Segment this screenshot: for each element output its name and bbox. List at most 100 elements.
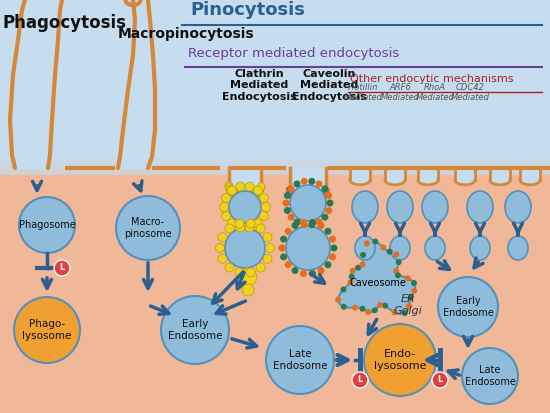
Bar	[0, 188, 550, 190]
Circle shape	[324, 261, 332, 268]
Circle shape	[331, 244, 338, 252]
Circle shape	[284, 261, 292, 268]
Circle shape	[411, 288, 417, 294]
Circle shape	[321, 185, 328, 192]
Circle shape	[218, 254, 227, 263]
Text: Early
Endosome: Early Endosome	[443, 296, 493, 318]
Circle shape	[280, 254, 287, 260]
Circle shape	[309, 178, 315, 185]
Ellipse shape	[425, 236, 445, 260]
Circle shape	[236, 223, 245, 232]
Circle shape	[249, 190, 257, 199]
Circle shape	[340, 287, 346, 292]
Circle shape	[300, 270, 307, 277]
Circle shape	[260, 211, 268, 221]
Circle shape	[235, 268, 244, 277]
Circle shape	[438, 277, 498, 337]
Circle shape	[254, 219, 262, 228]
Bar	[0, 158, 550, 159]
Circle shape	[241, 192, 250, 200]
Polygon shape	[290, 168, 326, 201]
Circle shape	[372, 238, 378, 244]
Circle shape	[255, 187, 262, 195]
Circle shape	[225, 182, 233, 190]
Polygon shape	[118, 0, 155, 168]
Circle shape	[228, 188, 236, 196]
Circle shape	[244, 192, 252, 199]
Circle shape	[254, 186, 262, 195]
Bar	[0, 183, 550, 185]
Circle shape	[341, 304, 347, 310]
Bar	[0, 161, 550, 162]
Circle shape	[251, 190, 259, 197]
Circle shape	[261, 202, 271, 211]
Circle shape	[292, 222, 299, 229]
Text: Endo-
lysosome: Endo- lysosome	[374, 349, 426, 371]
Polygon shape	[385, 168, 405, 185]
Circle shape	[19, 197, 75, 253]
Circle shape	[161, 296, 229, 364]
Bar	[0, 157, 550, 158]
Circle shape	[253, 188, 261, 197]
Circle shape	[266, 244, 274, 252]
Circle shape	[278, 244, 285, 252]
Circle shape	[382, 303, 388, 309]
Circle shape	[288, 185, 295, 192]
Text: Phagosome: Phagosome	[19, 220, 75, 230]
Circle shape	[321, 190, 328, 198]
Circle shape	[380, 244, 386, 251]
Ellipse shape	[352, 191, 378, 223]
Circle shape	[239, 192, 247, 200]
Circle shape	[360, 252, 366, 258]
Text: Other endocytic mechanisms: Other endocytic mechanisms	[350, 74, 514, 84]
Bar	[0, 187, 550, 188]
Text: RhoA
Mediated: RhoA Mediated	[415, 83, 454, 102]
Text: L: L	[437, 375, 443, 385]
Text: Caveolin
Mediated
Endocytosis: Caveolin Mediated Endocytosis	[292, 69, 367, 102]
Circle shape	[316, 180, 322, 188]
Circle shape	[54, 260, 70, 276]
Text: ER
Golgi: ER Golgi	[394, 294, 422, 316]
Circle shape	[296, 196, 304, 204]
Circle shape	[299, 197, 307, 205]
Circle shape	[432, 372, 448, 388]
Circle shape	[309, 221, 315, 228]
Circle shape	[405, 275, 411, 281]
Text: Clathrin
Mediated
Endocytosis: Clathrin Mediated Endocytosis	[222, 69, 297, 102]
Bar	[0, 178, 550, 179]
Circle shape	[317, 267, 324, 274]
Circle shape	[242, 284, 254, 296]
Circle shape	[284, 207, 291, 214]
Circle shape	[256, 186, 263, 194]
Text: Receptor mediated endocytosis: Receptor mediated endocytosis	[188, 47, 399, 60]
Text: Late
Endosome: Late Endosome	[273, 349, 327, 371]
Polygon shape	[350, 168, 370, 185]
Circle shape	[266, 326, 334, 394]
Circle shape	[348, 279, 354, 285]
Circle shape	[352, 372, 368, 388]
Circle shape	[300, 219, 307, 226]
Polygon shape	[455, 168, 475, 185]
Bar	[0, 159, 550, 161]
Circle shape	[294, 195, 302, 203]
Circle shape	[222, 211, 230, 221]
Text: L: L	[358, 375, 362, 385]
Text: Macropinocytosis: Macropinocytosis	[118, 27, 255, 41]
Circle shape	[392, 309, 398, 315]
Ellipse shape	[355, 236, 375, 260]
Circle shape	[327, 199, 333, 206]
Circle shape	[294, 218, 300, 225]
Circle shape	[287, 190, 295, 197]
Circle shape	[256, 184, 265, 192]
Circle shape	[355, 265, 361, 271]
Circle shape	[280, 235, 287, 242]
Ellipse shape	[467, 191, 493, 223]
Circle shape	[226, 185, 234, 193]
Circle shape	[227, 186, 236, 195]
Circle shape	[393, 268, 399, 274]
Circle shape	[364, 324, 436, 396]
Circle shape	[360, 261, 366, 268]
Circle shape	[227, 187, 235, 195]
Circle shape	[225, 263, 234, 272]
Circle shape	[292, 194, 300, 202]
